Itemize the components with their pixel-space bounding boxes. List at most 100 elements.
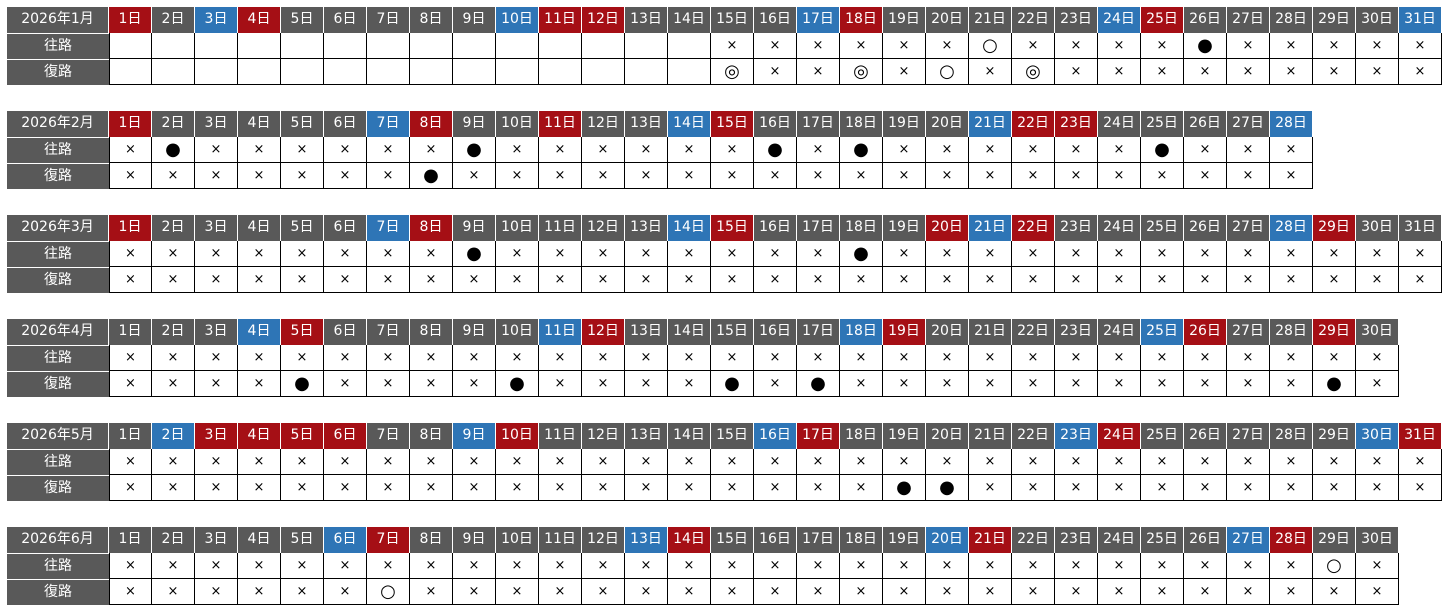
day-header: 24日 <box>1098 423 1141 449</box>
day-header: 14日 <box>668 423 711 449</box>
status-cell: × <box>1270 267 1313 293</box>
status-cell: × <box>324 241 367 267</box>
status-cell: × <box>1227 475 1270 501</box>
status-cell: × <box>883 163 926 189</box>
status-cell: × <box>1399 449 1442 475</box>
status-cell: × <box>969 163 1012 189</box>
status-cell: × <box>926 33 969 59</box>
status-cell: × <box>1227 371 1270 397</box>
day-header: 5日 <box>281 319 324 345</box>
status-cell: × <box>1012 33 1055 59</box>
status-cell: × <box>754 33 797 59</box>
status-cell: × <box>1227 553 1270 579</box>
day-header: 24日 <box>1098 111 1141 137</box>
day-header: 13日 <box>625 215 668 241</box>
status-cell: × <box>1356 267 1399 293</box>
day-header: 28日 <box>1270 215 1313 241</box>
status-cell: × <box>1141 59 1184 85</box>
status-cell: × <box>883 33 926 59</box>
month-title: 2026年3月 <box>7 215 109 241</box>
status-cell: × <box>969 579 1012 605</box>
status-cell: × <box>195 579 238 605</box>
day-header: 19日 <box>883 423 926 449</box>
status-cell: × <box>324 345 367 371</box>
day-header: 22日 <box>1012 111 1055 137</box>
day-header: 18日 <box>840 111 883 137</box>
day-header: 8日 <box>410 111 453 137</box>
status-cell: × <box>754 345 797 371</box>
status-cell <box>367 33 410 59</box>
status-cell: × <box>883 267 926 293</box>
status-cell <box>281 33 324 59</box>
status-cell <box>367 59 410 85</box>
day-header: 24日 <box>1098 527 1141 553</box>
status-cell: × <box>1055 371 1098 397</box>
status-cell: ● <box>711 371 754 397</box>
day-header: 17日 <box>797 7 840 33</box>
status-cell: × <box>625 267 668 293</box>
status-cell: × <box>1141 449 1184 475</box>
row-label: 復路 <box>7 59 109 85</box>
status-cell: × <box>1012 475 1055 501</box>
status-cell: × <box>797 449 840 475</box>
day-header: 25日 <box>1141 215 1184 241</box>
status-cell: × <box>1356 475 1399 501</box>
status-cell: × <box>797 553 840 579</box>
status-cell <box>496 33 539 59</box>
day-header: 5日 <box>281 215 324 241</box>
row-label: 復路 <box>7 371 109 397</box>
day-header: 12日 <box>582 423 625 449</box>
status-cell: ● <box>453 137 496 163</box>
status-cell: × <box>1184 137 1227 163</box>
day-header: 8日 <box>410 215 453 241</box>
status-cell: × <box>969 59 1012 85</box>
status-cell: ● <box>152 137 195 163</box>
day-header: 17日 <box>797 527 840 553</box>
status-cell: ● <box>883 475 926 501</box>
day-header: 4日 <box>238 527 281 553</box>
day-header: 30日 <box>1356 319 1399 345</box>
status-cell: × <box>711 33 754 59</box>
day-header: 13日 <box>625 527 668 553</box>
status-cell: × <box>1055 33 1098 59</box>
day-header: 19日 <box>883 7 926 33</box>
month-title: 2026年2月 <box>7 111 109 137</box>
day-header: 18日 <box>840 423 883 449</box>
status-cell: × <box>926 449 969 475</box>
status-cell: × <box>1098 137 1141 163</box>
status-cell: × <box>109 241 152 267</box>
status-cell <box>453 59 496 85</box>
status-cell: ◎ <box>711 59 754 85</box>
status-cell: × <box>109 137 152 163</box>
status-cell: × <box>625 371 668 397</box>
status-cell: × <box>453 163 496 189</box>
status-cell: × <box>238 137 281 163</box>
day-header: 19日 <box>883 527 926 553</box>
status-cell: × <box>1055 59 1098 85</box>
status-cell: × <box>754 553 797 579</box>
status-cell: × <box>969 553 1012 579</box>
status-cell: × <box>324 137 367 163</box>
status-cell: × <box>410 241 453 267</box>
day-header: 29日 <box>1313 527 1356 553</box>
row-label: 往路 <box>7 33 109 59</box>
status-cell: × <box>1399 33 1442 59</box>
day-header: 10日 <box>496 527 539 553</box>
day-header: 6日 <box>324 111 367 137</box>
day-header: 9日 <box>453 423 496 449</box>
day-header: 5日 <box>281 111 324 137</box>
day-header: 30日 <box>1356 527 1399 553</box>
status-cell: × <box>238 579 281 605</box>
status-cell: × <box>367 553 410 579</box>
status-cell: × <box>1098 33 1141 59</box>
day-header: 3日 <box>195 7 238 33</box>
day-header: 26日 <box>1184 7 1227 33</box>
status-cell <box>582 33 625 59</box>
day-header: 4日 <box>238 215 281 241</box>
status-cell: × <box>1141 163 1184 189</box>
status-cell <box>453 33 496 59</box>
status-cell: × <box>1356 553 1399 579</box>
status-cell: × <box>238 241 281 267</box>
status-cell: × <box>711 449 754 475</box>
status-cell <box>324 59 367 85</box>
